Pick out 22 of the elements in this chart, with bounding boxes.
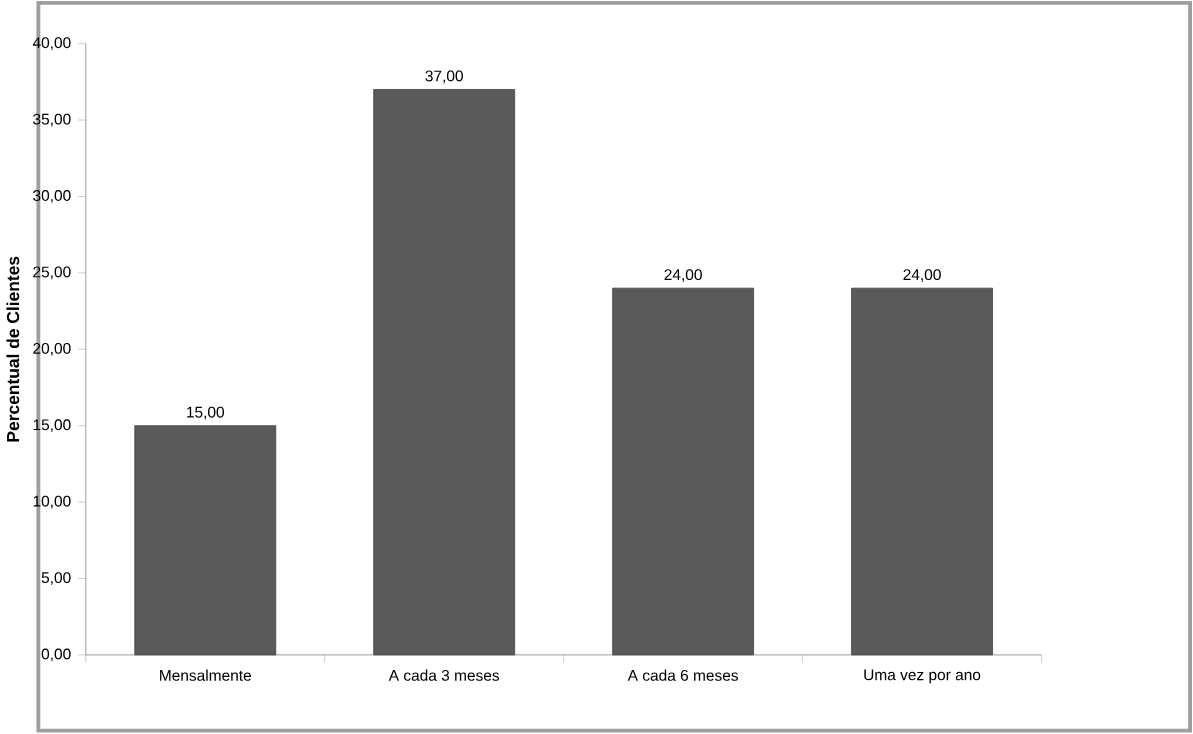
bar [134,425,277,656]
bar [851,288,993,656]
y-tick-label: 30,00 [33,190,71,204]
y-tick-label: 40,00 [32,37,71,51]
y-tick-label: 25,00 [33,266,71,280]
bar [612,288,755,656]
data-label: 37,00 [425,70,463,84]
y-tick-label: 20,00 [33,343,71,356]
data-label: 15,00 [187,406,225,420]
x-tick-label: A cada 6 meses [627,669,739,682]
bar [373,89,516,656]
data-label: 24,00 [903,269,941,283]
x-tick-label: Uma vez por ano [864,669,981,684]
y-tick-label: 35,00 [33,113,71,127]
x-tick-label: Mensalmente [160,669,251,682]
y-tick-label: 5,00 [41,572,71,586]
y-tick-label: 0,00 [41,648,71,662]
x-tick-label: A cada 3 meses [388,669,500,682]
y-tick-label: 15,00 [33,419,71,433]
data-label: 24,00 [664,269,702,283]
y-axis-title: Percentual de Clientes [6,256,20,442]
y-tick-label: 10,00 [33,495,71,509]
